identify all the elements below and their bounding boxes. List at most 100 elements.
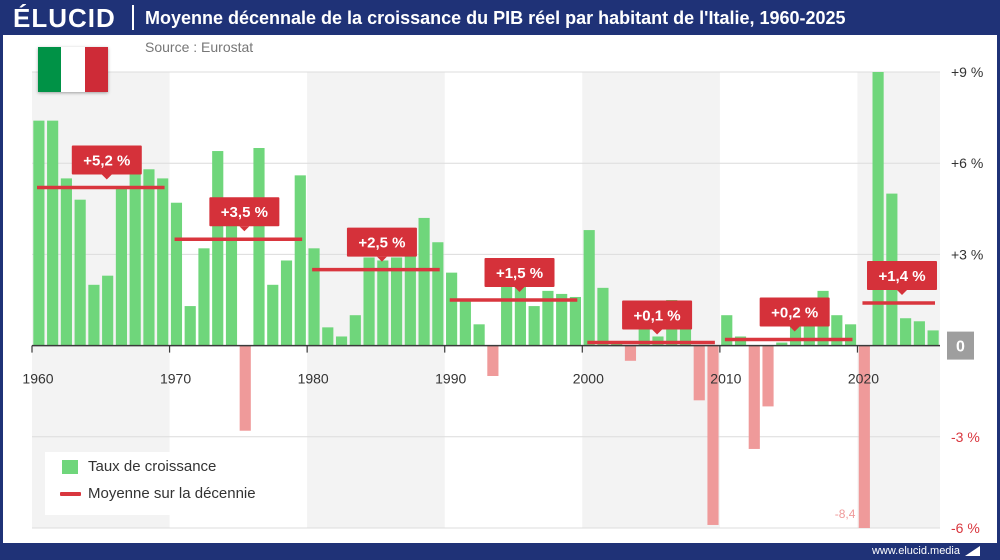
bar-2024 — [913, 321, 925, 346]
bar-1999 — [569, 296, 582, 346]
bar-1974 — [225, 199, 238, 346]
bar-1988 — [418, 217, 430, 346]
decade-band — [857, 72, 940, 528]
decade-averages: +5,2 % +3,5 % +2,5 % +1,5 % +0,1 % +0,2 % +1,4… — [37, 145, 937, 345]
bar-2013 — [762, 345, 774, 407]
decade-average-label-pointer — [789, 326, 800, 332]
bar-1983 — [349, 315, 361, 346]
decade-average-label-pointer — [652, 329, 663, 335]
decade-average-label-pointer — [101, 174, 112, 180]
legend-item-average: Moyenne sur la décennie — [60, 483, 256, 505]
decade-average-label: +5,2 % — [83, 153, 130, 170]
x-tick-label: 2010 — [710, 371, 741, 387]
legend-swatch-average — [60, 492, 81, 496]
y-tick-label: +6 % — [951, 155, 983, 171]
bar-2015 — [789, 318, 802, 346]
legend-label-growth: Taux de croissance — [88, 458, 217, 475]
bar-1995 — [514, 260, 526, 346]
decade-average-label-box — [759, 297, 830, 327]
bar-1980 — [308, 248, 320, 346]
decade-average-label: +0,2 % — [771, 305, 818, 322]
legend-label-average: Moyenne sur la décennie — [88, 485, 256, 502]
bar-1990 — [446, 272, 458, 346]
bar-1984 — [363, 257, 375, 346]
elucid-triangle-icon — [965, 546, 980, 556]
flag-stripe-red — [84, 47, 108, 92]
decade-average-label-box — [71, 145, 142, 175]
decade-average-label-pointer — [239, 226, 250, 232]
frame-right-border — [997, 0, 1000, 560]
y-tick-label: -3 % — [951, 429, 980, 445]
bar-2000 — [583, 230, 595, 346]
gridlines — [32, 71, 940, 529]
x-tick-label: 2020 — [848, 371, 879, 387]
bar-1965 — [102, 275, 114, 346]
header-separator — [132, 5, 134, 30]
y-tick-label: 0 — [956, 339, 965, 356]
zero-badge — [947, 331, 974, 360]
decade-average-label: +1,5 % — [496, 265, 543, 282]
bar-1982 — [335, 336, 348, 346]
bar-1979 — [294, 175, 306, 346]
y-tick-label: +9 % — [951, 64, 983, 80]
footer-bar: www.elucid.media — [0, 543, 1000, 560]
chart-title: Moyenne décennale de la croissance du PI… — [145, 8, 846, 28]
bar-2023 — [900, 318, 912, 346]
x-axis: 1960 1970 1980 1990 2000 2010 2020 — [22, 345, 879, 387]
x-tick-label: 1960 — [22, 371, 53, 387]
bar-1967 — [129, 169, 141, 346]
decade-average-label-pointer — [514, 287, 525, 292]
x-tick-label: 2000 — [573, 371, 604, 387]
bar-2019 — [844, 324, 857, 346]
bar-1989 — [432, 242, 444, 346]
decade-average-label: +2,5 % — [358, 235, 405, 252]
x-tick-label: 1970 — [160, 371, 191, 387]
bar-1972 — [198, 248, 210, 346]
elucid-logo: ÉLUCID — [13, 3, 116, 33]
bar-1964 — [88, 284, 100, 346]
footer-url-link[interactable]: www.elucid.media — [871, 545, 960, 557]
bar-2020 — [858, 345, 870, 528]
italy-flag-icon — [38, 47, 108, 92]
flag-stripe-white — [61, 47, 85, 92]
bar-1963 — [74, 199, 86, 346]
decade-average-label-pointer — [897, 290, 907, 296]
bar-1985 — [377, 260, 389, 346]
bar-1978 — [280, 260, 293, 346]
bar-2025 — [927, 330, 939, 346]
bar-2004 — [638, 318, 650, 346]
bar-2007 — [679, 315, 692, 346]
bar-1971 — [184, 306, 196, 346]
legend-item-growth: Taux de croissance — [60, 456, 216, 478]
bar-2010 — [721, 315, 733, 346]
decade-average-label-box — [622, 300, 693, 330]
bar-1993 — [487, 345, 499, 376]
bar-1969 — [157, 178, 169, 346]
legend-swatch-growth — [62, 460, 78, 474]
bar-1962 — [60, 178, 72, 346]
bar-1968 — [143, 169, 155, 346]
y-tick-label: +3 % — [951, 246, 983, 262]
decade-average-label-box — [867, 261, 937, 291]
x-tick-label: 1980 — [298, 371, 329, 387]
chart-source: Source : Eurostat — [145, 39, 254, 55]
bar-1981 — [322, 327, 334, 346]
x-tick-label: 1990 — [435, 371, 466, 387]
bar-1966 — [115, 187, 128, 346]
bar-1986 — [390, 257, 403, 346]
decade-average-label-pointer — [376, 256, 387, 262]
y-axis: +9 % +6 % +3 % 0 -3 % -6 % — [947, 64, 983, 536]
decade-average-label: +1,4 % — [878, 268, 925, 285]
bar-2008 — [693, 345, 705, 401]
bar-2014 — [776, 342, 788, 346]
bar-1973 — [212, 151, 224, 346]
bar-2012 — [748, 345, 760, 449]
decade-average-label: +3,5 % — [221, 204, 268, 221]
legend: Taux de croissance Moyenne sur la décenn… — [45, 452, 300, 515]
bar-value-annotation: -8,4 — [835, 507, 856, 521]
flag-stripe-green — [38, 47, 62, 92]
decade-average-label-box — [209, 197, 280, 227]
y-tick-label: -6 % — [951, 520, 980, 536]
